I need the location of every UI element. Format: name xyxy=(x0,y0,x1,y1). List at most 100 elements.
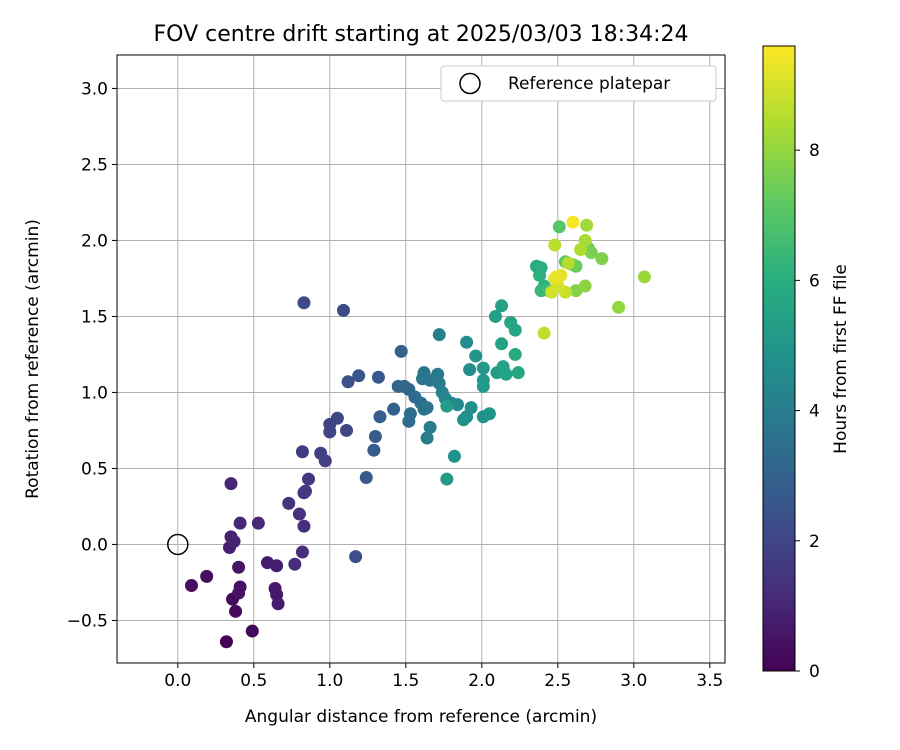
data-point xyxy=(271,597,285,611)
colorbar-tick-label: 2 xyxy=(809,532,820,552)
data-point xyxy=(508,347,522,361)
data-point xyxy=(387,402,401,416)
data-point xyxy=(584,246,598,260)
data-point xyxy=(302,472,316,486)
data-point xyxy=(219,635,233,649)
data-point xyxy=(368,430,382,444)
y-axis-ticks: −0.5 0.0 0.5 1.0 1.5 2.0 2.5 3.0 xyxy=(67,79,117,631)
data-point xyxy=(447,449,461,463)
data-point xyxy=(463,363,477,377)
data-point xyxy=(349,550,363,564)
y-axis-label: Rotation from reference (arcmin) xyxy=(23,219,43,499)
data-point xyxy=(450,398,464,412)
x-tick-label: 2.5 xyxy=(544,671,571,691)
data-point xyxy=(200,569,214,583)
data-point xyxy=(595,252,609,266)
data-points xyxy=(184,215,651,649)
data-point xyxy=(637,270,651,284)
data-point xyxy=(440,399,454,413)
data-point xyxy=(224,477,238,491)
data-point xyxy=(578,279,592,293)
legend-box xyxy=(440,65,717,102)
colorbar-gradient xyxy=(762,45,796,672)
data-point xyxy=(297,519,311,533)
data-point xyxy=(359,471,373,485)
data-point xyxy=(464,401,478,415)
data-point xyxy=(549,270,563,284)
data-point xyxy=(511,366,525,380)
data-point xyxy=(574,243,588,257)
data-point xyxy=(548,238,562,252)
data-point xyxy=(488,309,502,323)
colorbar: 0 2 4 6 8 Hours from first FF file xyxy=(762,45,851,682)
data-point xyxy=(533,268,547,282)
data-point xyxy=(297,296,311,310)
y-tick-label: 1.0 xyxy=(81,383,108,403)
data-point xyxy=(566,215,580,229)
x-tick-label: 1.0 xyxy=(316,671,343,691)
colorbar-tick-label: 8 xyxy=(809,141,820,161)
x-tick-label: 2.0 xyxy=(468,671,495,691)
data-point xyxy=(440,472,454,486)
x-axis-label: Angular distance from reference (arcmin) xyxy=(245,707,597,727)
data-point xyxy=(288,557,302,571)
data-point xyxy=(251,516,265,530)
x-axis-ticks: 0.0 0.5 1.0 1.5 2.0 2.5 3.0 3.5 xyxy=(164,663,723,691)
colorbar-ticks: 0 2 4 6 8 xyxy=(795,141,820,682)
chart-title: FOV centre drift starting at 2025/03/03 … xyxy=(154,22,689,47)
data-point xyxy=(508,323,522,337)
data-point xyxy=(394,344,408,358)
data-point xyxy=(270,559,284,573)
reference-platepar-marker xyxy=(167,533,189,556)
data-point xyxy=(229,604,243,618)
data-point xyxy=(373,410,387,424)
data-point xyxy=(184,578,198,592)
data-point xyxy=(295,545,309,559)
colorbar-tick-label: 4 xyxy=(809,402,820,422)
y-tick-label: 2.5 xyxy=(81,155,108,175)
y-tick-label: 0.5 xyxy=(81,459,108,479)
data-point xyxy=(298,484,312,498)
data-point xyxy=(580,218,594,232)
y-tick-label: 1.5 xyxy=(81,307,108,327)
data-point xyxy=(420,401,434,415)
data-point xyxy=(295,445,309,459)
data-point xyxy=(537,326,551,340)
data-point xyxy=(352,369,366,383)
y-tick-label: 2.0 xyxy=(81,231,108,251)
x-tick-label: 0.5 xyxy=(240,671,267,691)
legend-marker-reference xyxy=(459,72,481,95)
reference-point-layer xyxy=(167,533,189,556)
x-tick-label: 3.0 xyxy=(620,671,647,691)
data-point xyxy=(330,411,344,425)
plot-frame xyxy=(116,54,726,664)
legend-label-reference: Reference platepar xyxy=(508,74,670,94)
data-point xyxy=(460,335,474,349)
data-point xyxy=(423,420,437,434)
data-point xyxy=(552,220,566,234)
colorbar-tick-label: 6 xyxy=(809,271,820,291)
data-point xyxy=(495,337,509,351)
data-point xyxy=(245,624,259,638)
data-point xyxy=(612,300,626,314)
data-point xyxy=(232,560,246,574)
y-tick-label: 0.0 xyxy=(81,535,108,555)
data-point xyxy=(432,328,446,342)
data-point xyxy=(499,367,513,381)
data-point xyxy=(227,534,241,548)
data-point xyxy=(482,407,496,421)
data-point xyxy=(420,431,434,445)
x-tick-label: 0.0 xyxy=(164,671,191,691)
data-point xyxy=(232,586,246,600)
data-point xyxy=(282,496,296,510)
data-point xyxy=(340,423,354,437)
legend: Reference platepar xyxy=(440,65,717,102)
y-tick-label: 3.0 xyxy=(81,79,108,99)
data-point xyxy=(476,379,490,393)
data-point xyxy=(469,349,483,363)
data-point xyxy=(318,454,332,468)
colorbar-label: Hours from first FF file xyxy=(831,264,851,454)
y-tick-label: −0.5 xyxy=(67,611,108,631)
data-point xyxy=(476,361,490,375)
